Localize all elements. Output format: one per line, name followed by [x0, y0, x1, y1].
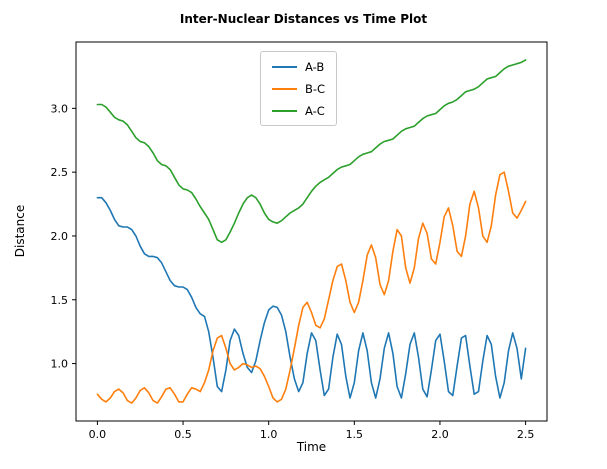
series-line-A-C — [96, 59, 527, 244]
x-tick-label: 1.0 — [260, 428, 278, 441]
y-tick-label: 2.5 — [51, 166, 69, 179]
x-axis-label: Time — [296, 440, 327, 454]
series-line-B-C — [96, 171, 527, 404]
chart-title: Inter-Nuclear Distances vs Time Plot — [179, 12, 428, 26]
legend-item: B-C — [272, 79, 325, 98]
legend-label: A-C — [305, 103, 325, 118]
x-tick-label: 1.5 — [346, 428, 364, 441]
legend-line-icon — [272, 109, 297, 112]
y-tick-label: 1.0 — [51, 358, 69, 371]
x-tick-label: 2.5 — [517, 428, 535, 441]
legend-line-icon — [272, 87, 297, 90]
y-tick-label: 3.0 — [51, 102, 69, 115]
y-tick-label: 2.0 — [51, 230, 69, 243]
legend-label: B-C — [305, 81, 326, 96]
series-line-A-B — [96, 196, 527, 399]
x-tick-label: 0.0 — [89, 428, 107, 441]
y-tick-label: 1.5 — [51, 294, 69, 307]
x-tick-label: 2.0 — [431, 428, 449, 441]
legend-label: A-B — [305, 59, 325, 74]
legend-item: A-B — [272, 57, 325, 76]
legend: A-B B-C A-C — [260, 51, 338, 126]
legend-item: A-C — [272, 101, 325, 120]
x-tick-label: 0.5 — [174, 428, 192, 441]
legend-line-icon — [272, 65, 297, 68]
axes-frame — [75, 41, 548, 422]
